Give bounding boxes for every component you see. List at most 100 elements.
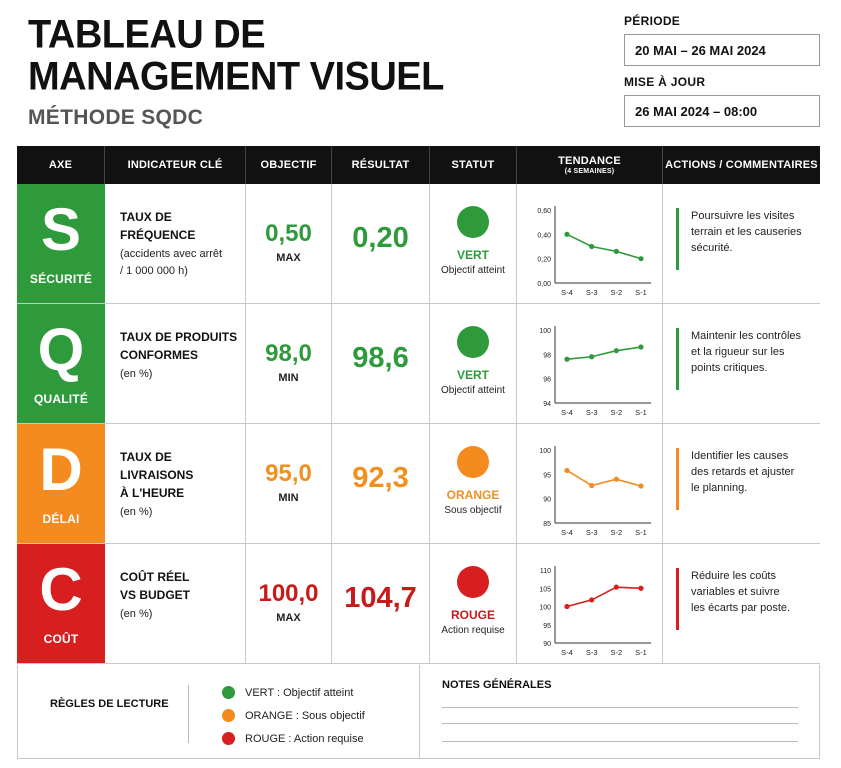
- y-tick-label: 0,20: [537, 257, 551, 264]
- update-field: 26 MAI 2024 – 08:00: [624, 95, 820, 127]
- action-text: Réduire les coûts variables et suivre le…: [691, 570, 791, 614]
- col-header-tendance-sub: (4 SEMAINES): [564, 168, 615, 175]
- objective-cell: 0,50 MAX: [246, 184, 332, 303]
- axis-cell: S SÉCURITÉ: [17, 184, 105, 303]
- indicator-cell: TAUX DE LIVRAISONS À L'HEURE (en %): [105, 424, 246, 543]
- x-tick-label: S-2: [610, 648, 622, 657]
- trend-cell: 110 105 100 95 90 S-4 S-3 S-2 S-1: [517, 544, 663, 663]
- objective-unit: MAX: [276, 612, 301, 624]
- legend-label: ROUGE : Action requise: [245, 732, 364, 745]
- trend-chart: 100 95 90 85 S-4 S-3 S-2 S-1: [539, 446, 651, 537]
- series-line: [566, 586, 642, 608]
- y-tick-label: 85: [543, 521, 551, 528]
- objective-value: 100,0: [258, 580, 319, 607]
- axis-name: COÛT: [43, 632, 79, 646]
- y-tick-label: 100: [539, 448, 551, 455]
- title-block: TABLEAU DE MANAGEMENT VISUEL MÉTHODE SQD…: [28, 14, 588, 130]
- result-value: 98,6: [352, 342, 409, 374]
- y-tick-label: 100: [539, 328, 551, 335]
- status-label: VERT: [456, 368, 489, 382]
- result-cell: 104,7: [332, 544, 430, 663]
- x-tick-label: S-1: [635, 408, 647, 417]
- indicator-name: TAUX DE PRODUITS CONFORMES: [120, 330, 238, 362]
- legend-item-orange: ORANGE : Sous objectif: [222, 704, 365, 727]
- footer: RÈGLES DE LECTURE VERT : Objectif attein…: [17, 665, 820, 759]
- notes-line[interactable]: [442, 741, 798, 742]
- y-tick-label: 110: [540, 568, 551, 575]
- y-tick-label: 0,40: [537, 232, 551, 239]
- sqdc-table: AXE INDICATEUR CLÉ OBJECTIF RÉSULTAT STA…: [17, 146, 820, 664]
- objective-cell: 100,0 MAX: [246, 544, 332, 663]
- status-dot-icon: [457, 566, 489, 598]
- objective-unit: MIN: [278, 372, 299, 384]
- status-cell: ROUGE Action requise: [430, 544, 517, 663]
- action-marker: [676, 448, 679, 510]
- result-cell: 0,20: [332, 184, 430, 303]
- x-tick-label: S-1: [635, 528, 647, 537]
- data-point: [564, 356, 570, 362]
- notes-line[interactable]: [442, 707, 798, 708]
- table-row: Q QUALITÉ TAUX DE PRODUITS CONFORMES (en %)…: [17, 304, 820, 424]
- indicator-name: TAUX DE FRÉQUENCE: [120, 210, 196, 242]
- col-header-actions: ACTIONS / COMMENTAIRES: [665, 159, 818, 171]
- data-point: [613, 476, 619, 482]
- reading-rules-title: RÈGLES DE LECTURE: [50, 698, 169, 710]
- y-tick-label: 105: [539, 586, 551, 593]
- col-header-objectif: OBJECTIF: [246, 146, 332, 184]
- action-cell: Poursuivre les visites terrain et les ca…: [663, 184, 820, 303]
- axis-cell: C COÛT: [17, 544, 105, 663]
- y-tick-label: 90: [543, 641, 551, 648]
- x-tick-label: S-4: [561, 528, 573, 537]
- data-point: [589, 243, 595, 250]
- result-value: 0,20: [352, 222, 409, 254]
- axis-letter: Q: [37, 316, 85, 383]
- trend-cell: 100 98 96 94 S-4 S-3 S-2 S-1: [517, 304, 663, 423]
- result-value: 92,3: [352, 462, 409, 494]
- general-notes: NOTES GÉNÉRALES: [420, 665, 819, 758]
- data-point: [564, 603, 570, 610]
- indicator-note: (accidents avec arrêt / 1 000 000 h): [120, 248, 223, 277]
- trend-chart: 100 98 96 94 S-4 S-3 S-2 S-1: [539, 326, 651, 417]
- green-dot-icon: [222, 686, 235, 699]
- table-body: S SÉCURITÉ TAUX DE FRÉQUENCE (accidents ave…: [17, 184, 820, 664]
- data-point: [638, 344, 644, 350]
- notes-line[interactable]: [442, 723, 798, 724]
- x-tick-label: S-1: [635, 648, 647, 657]
- y-tick-label: 94: [543, 401, 551, 408]
- data-point: [589, 597, 595, 603]
- divider: [188, 685, 189, 743]
- action-marker: [676, 328, 679, 390]
- x-tick-label: S-3: [586, 528, 598, 537]
- y-tick-label: 95: [543, 472, 551, 479]
- indicator-note: (en %): [120, 608, 153, 620]
- data-point: [564, 467, 570, 474]
- status-cell: VERT Objectif atteint: [430, 304, 517, 423]
- result-cell: 98,6: [332, 304, 430, 423]
- action-text: Identifier les causes des retards et aju…: [691, 450, 795, 494]
- orange-dot-icon: [222, 709, 235, 722]
- axis-letter: C: [39, 556, 83, 623]
- col-header-indicateur: INDICATEUR CLÉ: [105, 146, 246, 184]
- legend-item-rouge: ROUGE : Action requise: [222, 727, 365, 750]
- axis-name: SÉCURITÉ: [29, 272, 93, 286]
- objective-unit: MIN: [278, 492, 299, 504]
- col-header-tendance-label: TENDANCE: [558, 155, 621, 167]
- data-point: [613, 348, 619, 354]
- y-tick-label: 95: [543, 623, 551, 630]
- axis-letter: D: [39, 436, 83, 503]
- y-tick-label: 96: [543, 377, 551, 384]
- col-header-statut: STATUT: [430, 146, 517, 184]
- x-tick-label: S-2: [610, 528, 622, 537]
- action-cell: Réduire les coûts variables et suivre le…: [663, 544, 820, 663]
- data-point: [589, 482, 595, 489]
- indicator-name: COÛT RÉEL VS BUDGET: [120, 570, 191, 602]
- trend-cell: 0,60 0,40 0,20 0,00 S-4 S-3 S-2 S-1: [517, 184, 663, 303]
- status-dot-icon: [457, 326, 489, 358]
- page-title-line1: TABLEAU DE: [28, 12, 266, 58]
- x-tick-label: S-4: [561, 648, 573, 657]
- action-marker: [676, 208, 679, 270]
- data-point: [589, 354, 595, 360]
- x-tick-label: S-3: [586, 648, 598, 657]
- series-line: [566, 346, 642, 360]
- status-description: Objectif atteint: [441, 385, 505, 396]
